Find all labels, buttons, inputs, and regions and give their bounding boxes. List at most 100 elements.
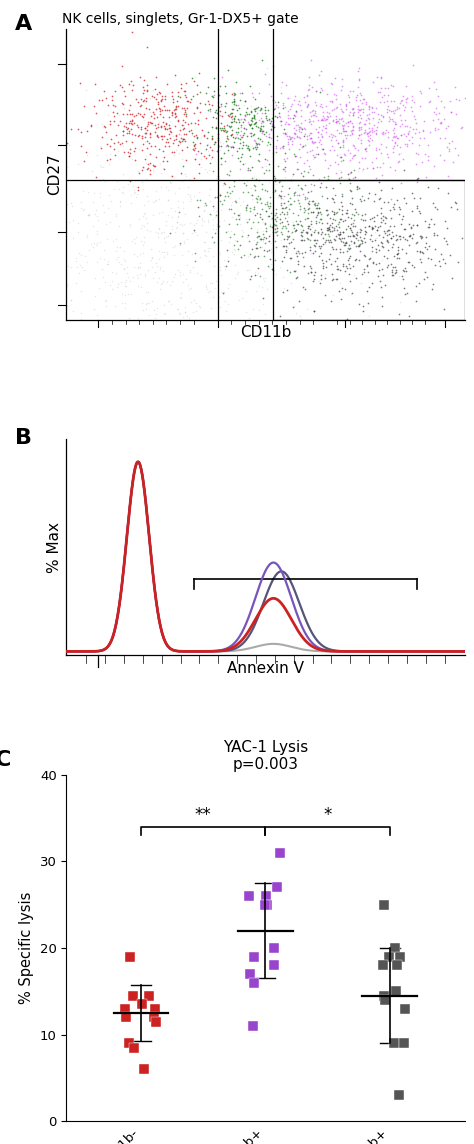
Point bbox=[240, 174, 248, 192]
Point bbox=[77, 193, 84, 212]
Point bbox=[349, 227, 356, 245]
Point bbox=[292, 261, 300, 279]
Point bbox=[349, 117, 356, 135]
Point bbox=[299, 256, 306, 275]
Point bbox=[329, 112, 337, 130]
Point bbox=[420, 129, 428, 148]
Point bbox=[332, 270, 339, 288]
Point bbox=[191, 113, 199, 132]
Point bbox=[181, 356, 188, 374]
Point bbox=[289, 109, 297, 127]
Point bbox=[180, 232, 188, 251]
Point bbox=[155, 219, 162, 237]
Point bbox=[337, 164, 345, 182]
Point bbox=[190, 104, 198, 122]
Point bbox=[76, 255, 83, 273]
Point bbox=[267, 254, 275, 272]
Point bbox=[327, 125, 335, 143]
Point bbox=[287, 170, 294, 189]
Point bbox=[363, 256, 371, 275]
Point bbox=[307, 225, 315, 244]
Point bbox=[175, 204, 182, 222]
Point bbox=[156, 105, 164, 124]
Point bbox=[294, 95, 302, 113]
Point bbox=[210, 86, 218, 104]
Y-axis label: % Max: % Max bbox=[47, 522, 62, 573]
Point bbox=[332, 165, 339, 183]
Point bbox=[332, 90, 340, 109]
Point bbox=[389, 128, 397, 146]
Point bbox=[174, 207, 182, 225]
Point bbox=[292, 125, 299, 143]
Point bbox=[305, 204, 312, 222]
Point bbox=[44, 257, 52, 276]
Point bbox=[282, 209, 289, 228]
Point bbox=[204, 101, 211, 119]
Point bbox=[265, 199, 273, 217]
Point bbox=[240, 96, 248, 114]
Point bbox=[65, 213, 73, 231]
Point bbox=[216, 142, 223, 160]
Point bbox=[103, 255, 111, 273]
Point bbox=[269, 183, 277, 201]
Point bbox=[115, 253, 122, 271]
Point bbox=[328, 270, 336, 288]
Point bbox=[122, 335, 130, 353]
Point bbox=[191, 135, 198, 153]
Point bbox=[144, 214, 151, 232]
Point bbox=[217, 261, 224, 279]
Point bbox=[227, 336, 234, 355]
Point bbox=[346, 126, 354, 144]
Point bbox=[265, 241, 273, 260]
Point bbox=[271, 216, 279, 235]
Point bbox=[0, 162, 4, 181]
Point bbox=[117, 255, 125, 273]
Point bbox=[13, 281, 21, 300]
Point bbox=[307, 221, 314, 239]
Point bbox=[412, 277, 420, 295]
Point bbox=[309, 112, 317, 130]
Point bbox=[340, 223, 347, 241]
Point bbox=[365, 97, 373, 116]
Point bbox=[308, 141, 316, 159]
Point bbox=[260, 164, 268, 182]
Point bbox=[128, 333, 136, 351]
Point bbox=[226, 229, 234, 247]
Point bbox=[96, 248, 103, 267]
Point bbox=[369, 209, 376, 228]
Point bbox=[144, 160, 151, 178]
Point bbox=[349, 118, 357, 136]
Point bbox=[389, 257, 397, 276]
Point bbox=[151, 301, 158, 319]
Point bbox=[242, 120, 250, 138]
Point bbox=[308, 129, 315, 148]
Point bbox=[254, 192, 261, 210]
Point bbox=[141, 105, 148, 124]
Point bbox=[155, 140, 163, 158]
Point bbox=[448, 103, 456, 121]
Point bbox=[242, 281, 249, 300]
Point bbox=[295, 92, 303, 110]
Point bbox=[428, 249, 435, 268]
Point bbox=[92, 167, 100, 185]
Point bbox=[266, 215, 274, 233]
Point bbox=[153, 108, 161, 126]
Point bbox=[128, 23, 136, 41]
Point bbox=[298, 216, 306, 235]
Point bbox=[316, 239, 324, 257]
Point bbox=[358, 149, 365, 167]
Point bbox=[106, 213, 114, 231]
Point bbox=[321, 143, 328, 161]
Point bbox=[390, 196, 397, 214]
Point bbox=[294, 176, 302, 194]
Point bbox=[235, 189, 242, 207]
Point bbox=[341, 236, 349, 254]
Point bbox=[290, 219, 297, 237]
Point bbox=[346, 82, 354, 101]
Point bbox=[333, 111, 340, 129]
Point bbox=[254, 267, 261, 285]
Point bbox=[309, 150, 316, 168]
Point bbox=[301, 154, 308, 173]
Point bbox=[351, 251, 359, 269]
Point bbox=[152, 1012, 160, 1031]
